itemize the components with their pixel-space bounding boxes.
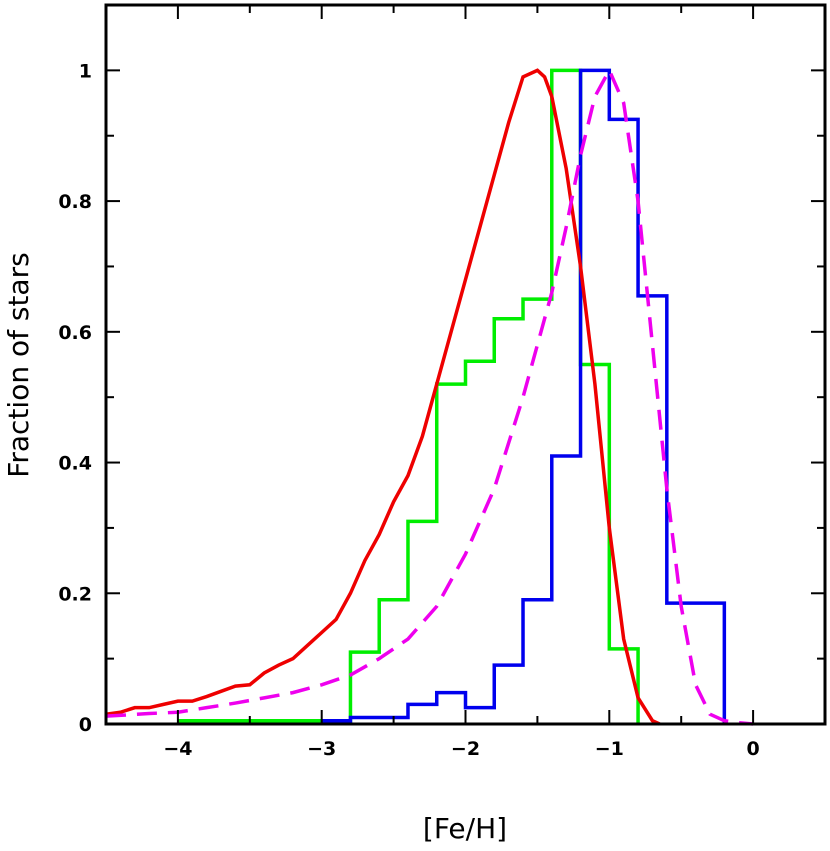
- series-line-2: [321, 68, 727, 724]
- x-tick-label: −4: [163, 738, 192, 760]
- series-line-1: [177, 68, 640, 724]
- x-tick-label: 0: [746, 738, 759, 760]
- tick-layer: −4 −3 −2 −1 0 0 0.2 0.4 0.6 0.8 1: [58, 4, 826, 760]
- y-tick-label: 0.2: [58, 583, 92, 605]
- y-tick-label: 0: [79, 714, 92, 736]
- series-layer: [105, 66, 754, 726]
- series-line-4: [105, 66, 754, 726]
- x-axis-title: [Fe/H]: [423, 812, 507, 845]
- y-tick-label: 0.4: [58, 453, 92, 475]
- y-axis-title: Fraction of stars: [2, 252, 35, 477]
- y-tick-label: 1: [79, 60, 92, 82]
- x-tick-label: −2: [451, 738, 480, 760]
- y-tick-label: 0.8: [58, 191, 92, 213]
- x-tick-label: −3: [307, 738, 336, 760]
- x-tick-label: −1: [595, 738, 624, 760]
- y-tick-label: 0.6: [58, 322, 92, 344]
